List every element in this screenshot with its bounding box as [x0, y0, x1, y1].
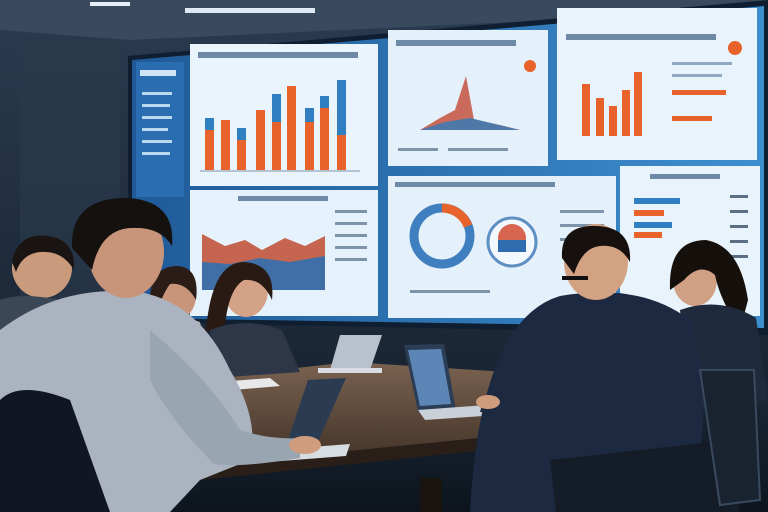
- people-foreground-part: [562, 276, 588, 280]
- people-foreground-part: [0, 390, 110, 512]
- video-wall-part: [524, 60, 536, 72]
- people-foreground-part: [71, 198, 173, 270]
- video-wall-part: [672, 62, 732, 65]
- video-wall-part: [650, 174, 720, 179]
- people-foreground-part: [289, 436, 321, 454]
- video-wall-part: [395, 182, 555, 187]
- laptops-part: [318, 368, 382, 373]
- video-wall-part: [410, 290, 490, 293]
- video-wall-part: [320, 108, 329, 170]
- room-part: [90, 2, 130, 6]
- video-wall-part: [142, 140, 172, 143]
- video-wall-part: [672, 74, 722, 77]
- people-foreground-part: [561, 225, 631, 274]
- video-wall-part: [730, 255, 748, 258]
- video-wall-part: [198, 52, 358, 58]
- video-wall-part: [730, 240, 748, 243]
- video-wall-part: [448, 148, 508, 151]
- video-wall-part: [398, 148, 438, 151]
- video-wall-part: [420, 76, 520, 130]
- people-background-part: [206, 262, 273, 340]
- people-background-part: [150, 266, 197, 326]
- video-wall-part: [634, 198, 680, 204]
- video-wall-part: [335, 210, 367, 213]
- people-background-part: [210, 323, 300, 378]
- video-wall-part: [730, 225, 748, 228]
- video-wall-part: [305, 108, 314, 122]
- video-wall-part: [337, 135, 346, 170]
- video-wall-part: [305, 122, 314, 170]
- video-wall-part: [730, 195, 748, 198]
- laptops-part: [286, 378, 346, 446]
- video-wall-part: [557, 8, 757, 160]
- video-wall-part: [498, 240, 526, 252]
- video-wall-part: [205, 118, 214, 130]
- video-wall-part: [634, 232, 662, 238]
- video-wall-part: [335, 234, 367, 237]
- video-wall-part: [672, 116, 712, 121]
- video-wall-part: [420, 118, 520, 130]
- video-wall-part: [672, 90, 726, 95]
- laptops-part: [408, 349, 451, 406]
- video-wall-part: [237, 128, 246, 140]
- video-wall-part: [140, 70, 176, 76]
- people-foreground: [0, 198, 762, 512]
- people-foreground-part: [476, 395, 500, 409]
- video-wall-part: [238, 196, 328, 201]
- video-wall-part: [142, 152, 170, 155]
- table-part: [160, 430, 562, 484]
- table-part: [420, 478, 442, 512]
- video-wall-part: [622, 90, 630, 136]
- video-wall-part: [272, 94, 281, 122]
- video-wall-part: [142, 128, 168, 131]
- video-wall-part: [335, 258, 367, 261]
- video-wall-part: [634, 72, 642, 136]
- people-foreground-part: [150, 330, 300, 466]
- video-wall-part: [190, 44, 378, 186]
- video-wall-part: [596, 98, 604, 136]
- room-part: [185, 8, 315, 13]
- people-foreground-part: [550, 440, 740, 512]
- video-wall-part: [560, 224, 604, 227]
- video-wall-part: [142, 92, 172, 95]
- video-wall-part: [320, 96, 329, 108]
- video-wall-part: [335, 222, 367, 225]
- people-background-part: [12, 235, 75, 272]
- laptops-part: [330, 335, 382, 370]
- people-foreground-part: [698, 369, 762, 507]
- video-wall-part: [237, 140, 246, 170]
- video-wall-part: [142, 116, 172, 119]
- video-wall-part: [142, 104, 170, 107]
- video-wall-part: [560, 210, 604, 213]
- video-wall-part: [272, 122, 281, 170]
- video-wall-part: [566, 34, 716, 40]
- video-wall-part: [221, 120, 230, 170]
- video-wall-part: [634, 210, 664, 216]
- video-wall-part: [730, 210, 748, 213]
- video-wall-part: [335, 246, 367, 249]
- video-wall-part: [582, 84, 590, 136]
- video-wall-part: [609, 106, 617, 136]
- video-wall-part: [337, 80, 346, 135]
- video-wall-part: [396, 40, 516, 46]
- video-wall-part: [441, 203, 473, 228]
- video-wall-part: [634, 222, 672, 228]
- video-wall-part: [728, 41, 742, 55]
- video-wall-part: [205, 130, 214, 170]
- video-wall-part: [287, 86, 296, 170]
- people-foreground-part: [480, 390, 570, 415]
- video-wall-part: [256, 110, 265, 170]
